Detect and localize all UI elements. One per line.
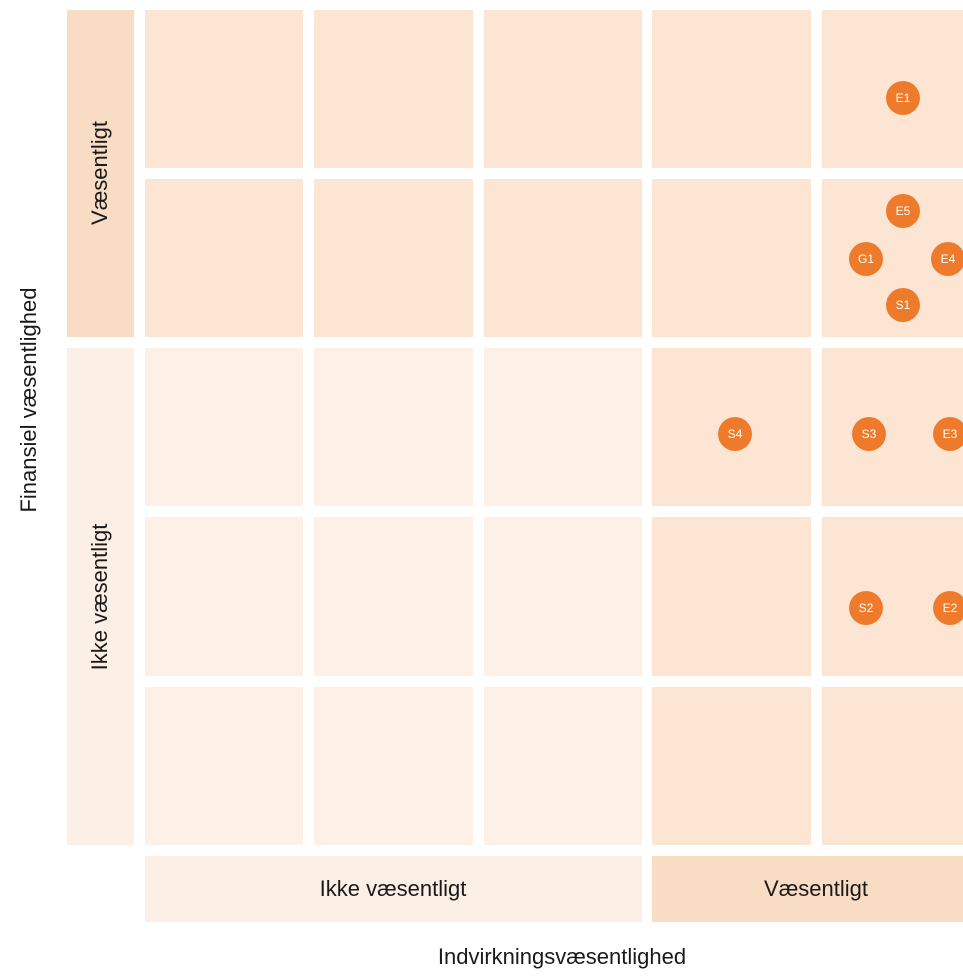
topic-dot (852, 417, 886, 451)
topic-dot (933, 417, 963, 451)
topic-dot (931, 242, 963, 276)
topic: S1 (886, 288, 920, 322)
topic: S4 (718, 417, 752, 451)
topic-dot (718, 417, 752, 451)
topic-label: S2 (859, 601, 874, 615)
cell (484, 687, 642, 845)
cell (484, 10, 642, 168)
cell (145, 10, 303, 168)
topic-dot (849, 591, 883, 625)
topic-dot (849, 242, 883, 276)
cell (314, 687, 473, 845)
topic: E4 (931, 242, 963, 276)
cell (145, 517, 303, 676)
y-band-label: Væsentligt (87, 121, 112, 225)
cell (652, 687, 811, 845)
y-band-label: Ikke væsentligt (87, 524, 112, 671)
topic-dot (886, 194, 920, 228)
topic-label: S4 (728, 427, 743, 441)
x-band-label: Ikke væsentligt (320, 876, 467, 901)
topic: E3 (933, 417, 963, 451)
topic: S2 (849, 591, 883, 625)
cell (652, 179, 811, 337)
topics: E1 E5 G1 E4 S1 S4 S3 E3 S2 E2 (718, 81, 963, 625)
cell (822, 687, 963, 845)
cell (484, 517, 642, 676)
topic-dot (886, 288, 920, 322)
topic-dot (933, 591, 963, 625)
topic: S3 (852, 417, 886, 451)
topic: E5 (886, 194, 920, 228)
topic: G1 (849, 242, 883, 276)
y-band (67, 348, 134, 845)
cell (484, 179, 642, 337)
cell (145, 687, 303, 845)
topic-label: E4 (941, 252, 956, 266)
cell (484, 348, 642, 506)
topic-label: E2 (943, 601, 958, 615)
cell (314, 179, 473, 337)
topic-label: S1 (896, 298, 911, 312)
x-band (145, 856, 642, 922)
cell (314, 517, 473, 676)
topic-label: E5 (896, 204, 911, 218)
topic: E2 (933, 591, 963, 625)
topic-label: S3 (862, 427, 877, 441)
x-band-label: Væsentligt (764, 876, 868, 901)
cell (314, 348, 473, 506)
x-band (652, 856, 963, 922)
cell (145, 179, 303, 337)
cell (652, 517, 811, 676)
y-band (67, 10, 134, 337)
cell (145, 348, 303, 506)
topic-label: E1 (896, 91, 911, 105)
grid (145, 10, 963, 845)
y-axis-title: Finansiel væsentlighed (16, 287, 41, 512)
cell (652, 10, 811, 168)
topic-label: E3 (943, 427, 958, 441)
topic-dot (886, 81, 920, 115)
x-axis-title: Indvirkningsvæsentlighed (438, 944, 686, 969)
topic: E1 (886, 81, 920, 115)
topic-label: G1 (858, 252, 874, 266)
cell (314, 10, 473, 168)
